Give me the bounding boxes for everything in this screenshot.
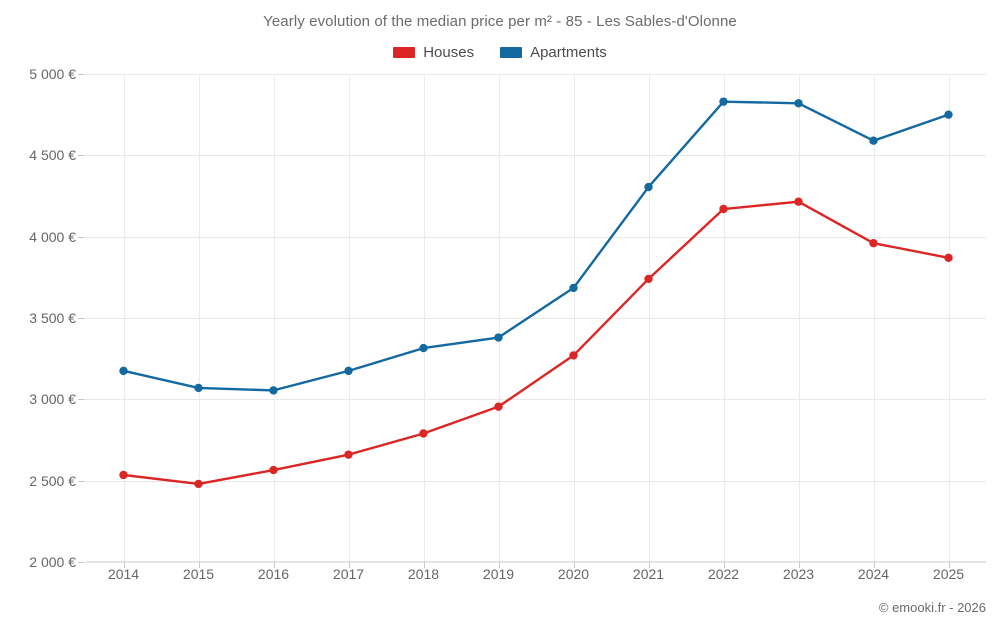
legend-label-houses: Houses — [423, 44, 475, 61]
y-gridline — [86, 155, 986, 157]
series-layer — [119, 97, 953, 489]
x-axis-tick-mark — [198, 562, 200, 568]
y-gridline — [86, 318, 986, 319]
x-gridline — [573, 74, 575, 562]
y-gridline — [86, 399, 986, 401]
x-axis-tick-mark — [873, 562, 875, 568]
y-axis-tick-mark — [78, 155, 85, 157]
x-axis-tick-mark — [348, 562, 350, 568]
x-axis-tick-label: 2023 — [782, 566, 815, 582]
x-axis-tick-mark — [273, 562, 275, 568]
copyright-footer: © emooki.fr - 2026 — [878, 600, 986, 615]
legend-swatch-apartments — [500, 47, 523, 58]
x-axis-tick-mark — [723, 562, 725, 568]
data-point[interactable] — [719, 204, 728, 214]
data-point[interactable] — [794, 99, 803, 108]
y-axis-tick-label: 5 000 € — [29, 66, 76, 82]
y-axis-tick-label: 2 500 € — [29, 472, 76, 489]
data-point[interactable] — [119, 366, 128, 376]
x-axis-tick-mark — [648, 562, 650, 568]
x-gridline — [123, 74, 125, 562]
x-gridline — [273, 74, 275, 562]
legend-item-houses[interactable]: Houses — [393, 44, 474, 61]
x-gridline — [198, 74, 200, 562]
x-axis-tick-mark — [948, 562, 950, 568]
y-gridline — [86, 236, 986, 238]
data-point[interactable] — [419, 343, 428, 353]
x-axis-tick-label: 2025 — [932, 566, 965, 582]
x-gridline — [798, 74, 800, 562]
chart-title: Yearly evolution of the median price per… — [263, 13, 737, 30]
y-axis-tick-mark — [78, 236, 85, 238]
x-axis-tick-label: 2021 — [632, 566, 665, 582]
x-axis-tick-mark — [573, 562, 575, 568]
x-gridline — [873, 74, 875, 562]
y-axis-tick-mark — [78, 74, 85, 75]
x-gridline — [498, 74, 500, 562]
y-axis-tick-label: 3 000 € — [29, 391, 76, 408]
y-axis-tick-label: 3 500 € — [29, 310, 76, 326]
x-axis-tick-label: 2017 — [332, 566, 365, 582]
series-line-apartments — [122, 100, 950, 392]
plot-area — [86, 74, 986, 563]
data-point[interactable] — [194, 383, 203, 393]
y-gridline — [86, 74, 986, 75]
x-axis-tick-label: 2015 — [182, 566, 215, 582]
y-axis-tick-label: 4 000 € — [29, 228, 76, 245]
y-axis-tick-label: 2 000 € — [29, 554, 76, 570]
data-point[interactable] — [944, 253, 953, 263]
y-gridline — [86, 480, 986, 482]
x-gridline — [948, 74, 950, 562]
x-gridline — [348, 74, 350, 562]
x-axis-tick-mark — [798, 562, 800, 568]
data-point[interactable] — [269, 465, 278, 475]
x-gridline — [723, 74, 725, 562]
y-axis-tick-mark — [78, 480, 85, 482]
data-point[interactable] — [569, 283, 578, 293]
data-point[interactable] — [869, 136, 878, 145]
data-point[interactable] — [644, 274, 653, 284]
x-axis-tick-label: 2022 — [707, 566, 740, 582]
data-point[interactable] — [719, 97, 728, 106]
data-point[interactable] — [644, 182, 653, 192]
data-point[interactable] — [944, 110, 953, 119]
x-axis-tick-label: 2018 — [407, 566, 440, 582]
data-point[interactable] — [869, 238, 878, 248]
legend-label-apartments: Apartments — [530, 44, 607, 61]
data-point[interactable] — [419, 429, 428, 438]
x-axis-tick-label: 2014 — [107, 566, 140, 582]
y-axis-tick-mark — [78, 318, 85, 319]
y-axis-tick-mark — [78, 562, 85, 563]
chart-legend: Houses Apartments — [0, 44, 1000, 61]
x-axis-tick-mark — [423, 562, 425, 568]
x-axis-tick-label: 2024 — [857, 566, 890, 582]
data-point[interactable] — [269, 386, 278, 395]
y-axis-tick-mark — [78, 399, 85, 401]
data-point[interactable] — [194, 479, 203, 489]
data-point[interactable] — [794, 197, 803, 206]
legend-swatch-houses — [393, 47, 416, 58]
data-point[interactable] — [344, 450, 353, 459]
x-axis-tick-mark — [498, 562, 500, 568]
data-point[interactable] — [344, 366, 353, 376]
series-line-houses — [122, 200, 950, 486]
legend-item-apartments[interactable]: Apartments — [500, 44, 607, 61]
data-point[interactable] — [119, 470, 128, 480]
x-gridline — [423, 74, 425, 562]
x-axis-tick-mark — [123, 562, 125, 568]
x-axis-line — [86, 561, 986, 562]
data-point[interactable] — [494, 333, 503, 342]
y-gridline — [86, 562, 986, 563]
x-axis-tick-label: 2020 — [557, 566, 590, 582]
data-point[interactable] — [569, 351, 578, 360]
y-axis-tick-label: 4 500 € — [29, 147, 76, 164]
x-axis-tick-label: 2019 — [482, 566, 515, 582]
data-point[interactable] — [494, 402, 503, 411]
x-gridline — [648, 74, 650, 562]
x-axis-tick-label: 2016 — [257, 566, 290, 582]
